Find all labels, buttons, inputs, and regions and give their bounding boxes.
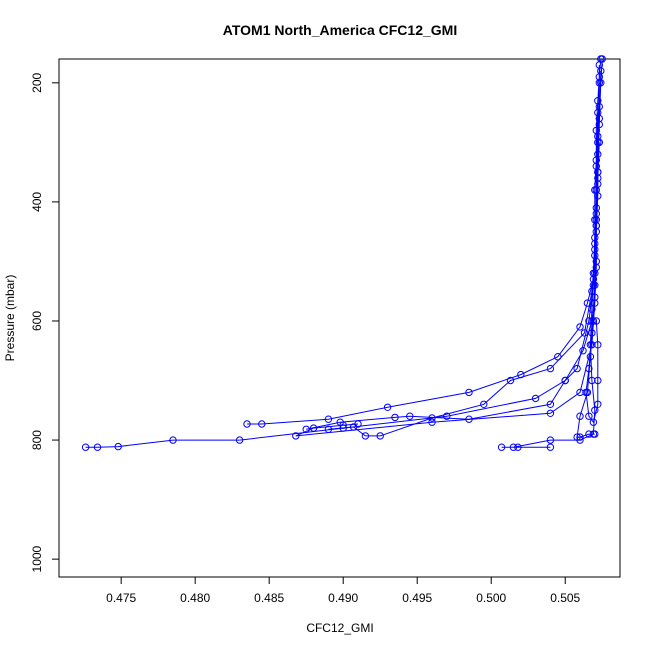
data-point (81, 443, 90, 451)
data-point (349, 423, 358, 431)
data-point (169, 436, 177, 444)
data-point (114, 442, 122, 451)
data-point (509, 443, 518, 451)
data-point (594, 108, 602, 117)
data-point (582, 388, 590, 397)
data-point (361, 432, 370, 440)
y-tick-label: 600 (30, 311, 44, 331)
data-point (506, 376, 515, 385)
data-point (583, 299, 592, 307)
data-point (573, 364, 581, 373)
data-point (579, 347, 587, 355)
x-tick-label: 0.485 (254, 591, 284, 605)
x-tick-label: 0.480 (180, 591, 210, 605)
data-point (585, 317, 593, 325)
data-point (324, 415, 333, 423)
data-point (406, 412, 414, 420)
data-point (595, 138, 603, 147)
data-point (580, 329, 589, 337)
x-tick-label: 0.490 (328, 591, 358, 605)
data-point (546, 409, 555, 417)
data-point (465, 415, 473, 423)
data-point (336, 418, 344, 426)
y-tick-label: 1000 (30, 545, 44, 572)
y-tick-label: 400 (30, 192, 44, 212)
data-point (585, 364, 593, 373)
data-point (585, 412, 593, 420)
data-point (594, 341, 602, 349)
data-point (576, 323, 584, 331)
data-point (554, 353, 562, 361)
data-point (324, 425, 333, 433)
x-axis-label: CFC12_GMI (306, 621, 373, 635)
data-point (465, 388, 473, 397)
data-point (594, 168, 602, 176)
data-point (588, 329, 596, 337)
data-point (594, 376, 602, 385)
data-point (383, 403, 392, 411)
data-point (585, 430, 593, 438)
data-point (235, 436, 244, 444)
data-point (514, 443, 522, 451)
data-point (597, 67, 605, 75)
data-point (594, 400, 602, 408)
data-point (302, 425, 310, 433)
data-point (243, 420, 251, 428)
chart-title: ATOM1 North_America CFC12_GMI (223, 22, 457, 38)
data-point (592, 222, 600, 230)
data-point (546, 443, 555, 451)
data-point (598, 55, 606, 63)
data-point (258, 420, 266, 428)
y-tick-label: 200 (30, 72, 44, 92)
data-point (376, 432, 384, 440)
data-point (592, 317, 600, 325)
data-point (595, 120, 603, 129)
data-point (391, 413, 399, 422)
data-point (595, 79, 603, 87)
data-point (573, 433, 581, 441)
data-point (428, 414, 436, 422)
y-tick-label: 800 (30, 430, 44, 450)
data-point (546, 436, 555, 444)
data-point (591, 233, 599, 242)
data-point (591, 430, 599, 438)
y-axis: 200 400 600 800 1000 (30, 72, 60, 572)
data-point (576, 412, 584, 420)
data-point (531, 394, 540, 403)
data-point (588, 305, 596, 313)
data-point (591, 406, 599, 414)
data-point (443, 412, 451, 420)
data-point (93, 443, 102, 451)
series-line (585, 172, 599, 424)
x-tick-label: 0.505 (550, 591, 580, 605)
data-point (292, 432, 300, 440)
series-layer (81, 55, 606, 451)
data-point (497, 443, 506, 451)
y-axis-label: Pressure (mbar) (3, 275, 17, 362)
data-point (546, 400, 555, 408)
profile-series-8 (582, 168, 602, 426)
data-point (561, 376, 569, 385)
data-point (589, 418, 598, 426)
data-point (546, 364, 555, 373)
x-tick-label: 0.495 (402, 591, 432, 605)
data-point (576, 433, 584, 441)
x-tick-label: 0.500 (476, 591, 506, 605)
data-point (428, 418, 436, 426)
data-point (591, 281, 599, 289)
x-axis: 0.475 0.480 0.485 0.490 0.495 0.500 0.505 (106, 576, 581, 605)
x-tick-label: 0.475 (106, 591, 136, 605)
data-point (480, 400, 488, 408)
